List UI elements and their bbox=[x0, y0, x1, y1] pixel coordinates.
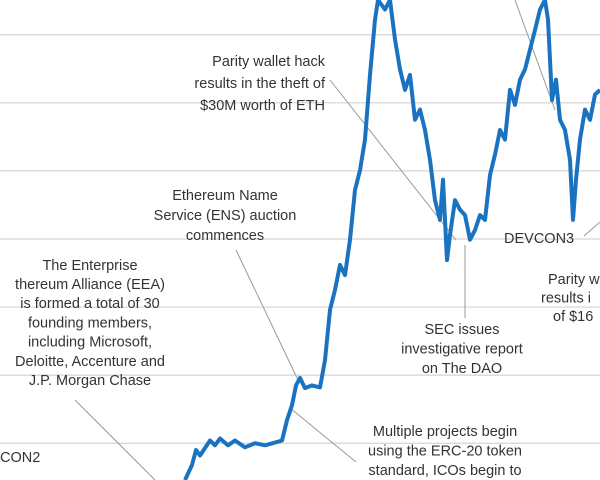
annotation-text: commences bbox=[186, 228, 264, 244]
annotation-text: investigative report bbox=[401, 341, 523, 357]
annotation-text: Deloitte, Accenture and bbox=[15, 354, 165, 370]
annotation-text: Parity wallet hack bbox=[212, 54, 326, 70]
annotation-text: standard, ICOs begin to bbox=[368, 463, 521, 479]
leader-line bbox=[74, 399, 156, 480]
annotation-text: founding members, bbox=[28, 315, 152, 331]
annotation-text: SEC issues bbox=[425, 322, 500, 338]
price-line bbox=[183, 0, 600, 480]
annotation-text: Parity w bbox=[548, 272, 600, 288]
leader-line bbox=[514, 0, 556, 111]
annotation-text: Service (ENS) auction bbox=[154, 208, 297, 224]
grid bbox=[0, 34, 600, 444]
annotation-text: results in the theft of bbox=[194, 76, 326, 92]
annotation-text: results i bbox=[541, 290, 591, 306]
annotation-text: The Enterprise bbox=[42, 258, 137, 274]
annotation-text: Ethereum Name bbox=[172, 188, 278, 204]
leader-line bbox=[583, 221, 600, 237]
leader-line bbox=[289, 407, 357, 463]
annotation-text: is formed a total of 30 bbox=[20, 296, 159, 312]
annotation-text: of $16 bbox=[553, 309, 593, 325]
leader-line bbox=[235, 249, 299, 381]
annotation-text: using the ERC-20 token bbox=[368, 443, 522, 459]
annotation-text: $30M worth of ETH bbox=[200, 98, 325, 114]
annotation-text: thereum Alliance (EEA) bbox=[15, 277, 165, 293]
annotation-text: on The DAO bbox=[422, 361, 502, 377]
annotation-text: including Microsoft, bbox=[28, 335, 152, 351]
leader-line bbox=[329, 79, 457, 241]
annotation-text: Multiple projects begin bbox=[373, 424, 517, 440]
annotation-text: DEVCON3 bbox=[504, 231, 574, 247]
annotation-text: J.P. Morgan Chase bbox=[29, 373, 151, 389]
annotation-text: CON2 bbox=[0, 450, 40, 466]
leader-lines bbox=[74, 0, 600, 480]
